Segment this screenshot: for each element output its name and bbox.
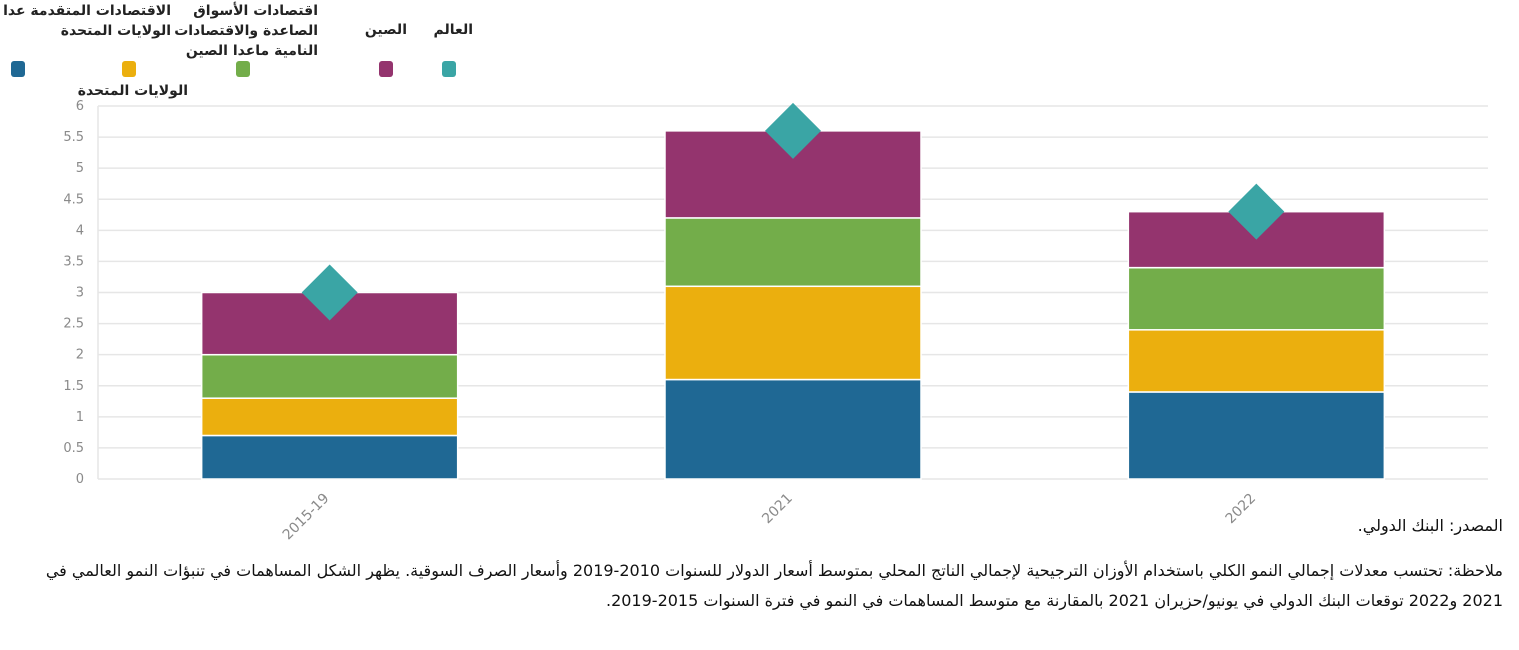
y-tick-label: 3 — [76, 286, 84, 301]
bar-segment — [664, 217, 922, 288]
bar-segment — [1127, 266, 1386, 331]
legend-label-china: الصين — [364, 22, 407, 38]
x-tick-label: 2022 — [1223, 491, 1260, 528]
legend-swatch-advanced[interactable] — [11, 61, 25, 77]
legend-swatch-china[interactable] — [379, 61, 393, 77]
y-tick-label: 4.5 — [63, 192, 84, 207]
bar-segment — [664, 378, 922, 480]
bar-segment — [1127, 391, 1386, 480]
world-marker — [1228, 183, 1285, 240]
legend-label-world: العالم — [433, 22, 473, 38]
legend-swatch-emde[interactable] — [236, 61, 250, 77]
bar-segment — [200, 353, 459, 399]
y-tick-label: 3.5 — [63, 254, 84, 269]
x-tick-label: 2021 — [759, 491, 796, 528]
source-text: المصدر: البنك الدولي. — [1357, 516, 1503, 535]
y-tick-label: 5.5 — [63, 130, 84, 145]
y-tick-label: 2.5 — [63, 317, 84, 332]
y-tick-label: 1.5 — [63, 379, 84, 394]
bar-segment — [200, 397, 459, 437]
y-tick-label: 4 — [76, 223, 84, 238]
y-tick-label: 0.5 — [63, 441, 84, 456]
y-tick-label: 1 — [76, 410, 84, 425]
y-tick-label: 5 — [76, 161, 84, 176]
stacked-bar-chart: 0 0.5 1 1.5 2 2.5 3 3.5 4 4.5 5 5.5 6 2015-19 2021 2022 — [63, 99, 1488, 544]
legend-label-us: الولايات المتحدة — [77, 83, 188, 99]
world-marker — [765, 102, 821, 159]
legend-swatch-us[interactable] — [122, 61, 136, 77]
y-tick-label: 2 — [76, 348, 84, 363]
x-tick-label: 2015-19 — [280, 491, 333, 544]
bar-segment — [664, 285, 922, 381]
note-text: ملاحظة: تحتسب معدلات إجمالي النمو الكلي … — [45, 561, 1503, 610]
y-tick-label: 0 — [76, 472, 84, 487]
bar-segment — [1127, 329, 1386, 393]
bar-segment — [200, 434, 459, 480]
world-marker — [301, 264, 358, 321]
legend-label-advanced: الاقتصادات المتقدمة عدا الولايات المتحدة — [3, 3, 171, 39]
legend-swatch-world[interactable] — [442, 61, 456, 77]
y-tick-label: 6 — [76, 99, 84, 114]
legend-label-emde: اقتصادات الأسواق الصاعدة والاقتصادات الن… — [174, 3, 318, 59]
